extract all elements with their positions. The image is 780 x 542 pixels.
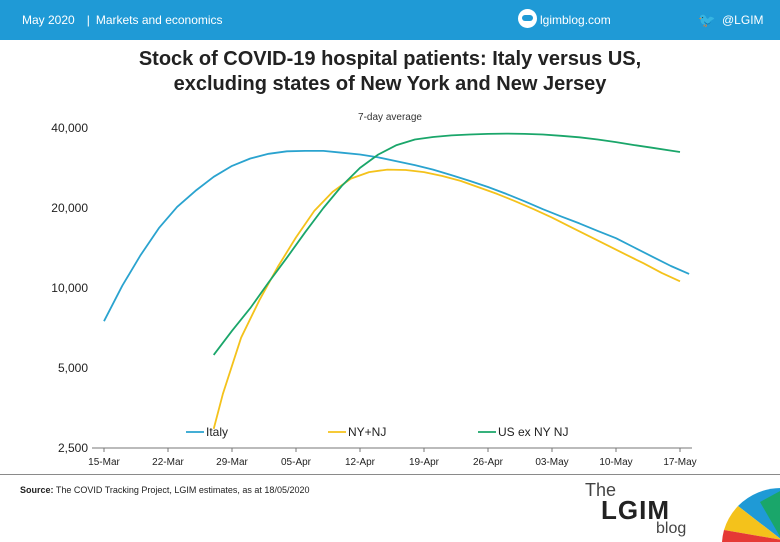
x-tick-label: 12-Apr — [345, 457, 376, 468]
twitter-link[interactable]: 🐦 @LGIM — [698, 12, 764, 28]
site-label: lgimblog.com — [540, 13, 611, 27]
twitter-handle: @LGIM — [722, 13, 764, 27]
x-tick-label: 15-Mar — [88, 457, 120, 468]
x-tick-label: 26-Apr — [473, 457, 504, 468]
series-line-ny-nj — [212, 168, 681, 430]
x-tick-label: 10-May — [599, 457, 632, 468]
legend-label: NY+NJ — [348, 425, 386, 439]
chat-icon — [518, 9, 537, 28]
header-separator: | — [86, 13, 90, 27]
y-tick-label: 40,000 — [51, 121, 88, 135]
y-tick-label: 2,500 — [58, 441, 88, 455]
header-date: May 2020 — [22, 13, 75, 27]
x-tick-label: 03-May — [535, 457, 568, 468]
x-tick-label: 22-Mar — [152, 457, 184, 468]
logo-blog: blog — [656, 520, 687, 537]
header-left: May 2020 | Markets and economics — [22, 13, 223, 27]
twitter-icon: 🐦 — [698, 12, 716, 28]
header-bar: May 2020 | Markets and economics lgimblog.… — [0, 0, 780, 40]
source-note: Source: The COVID Tracking Project, LGIM… — [20, 485, 309, 495]
source-label: Source: — [20, 485, 54, 495]
logo-the: The — [585, 480, 617, 500]
y-tick-label: 10,000 — [51, 281, 88, 295]
umbrella-logo-icon — [722, 488, 780, 542]
x-tick-label: 17-May — [663, 457, 696, 468]
x-tick-label: 19-Apr — [409, 457, 440, 468]
logo-lgim: LGIM — [601, 495, 670, 525]
series-line-italy — [103, 150, 690, 322]
footer-divider — [0, 474, 780, 475]
chart-subtitle: 7-day average — [358, 112, 422, 123]
chart-title-line2: excluding states of New York and New Jer… — [173, 73, 607, 95]
source-text: The COVID Tracking Project, LGIM estimat… — [55, 485, 310, 495]
chart-title-line1: Stock of COVID-19 hospital patients: Ita… — [138, 48, 642, 70]
y-tick-label: 5,000 — [58, 361, 88, 375]
header-category[interactable]: Markets and economics — [95, 13, 223, 27]
x-tick-label: 29-Mar — [216, 457, 248, 468]
series-line-us-ex-ny-nj — [212, 132, 681, 356]
site-link[interactable]: lgimblog.com — [518, 9, 611, 28]
legend-label: US ex NY NJ — [498, 425, 568, 439]
legend-label: Italy — [206, 425, 228, 439]
y-tick-label: 20,000 — [51, 201, 88, 215]
x-tick-label: 05-Apr — [281, 457, 312, 468]
